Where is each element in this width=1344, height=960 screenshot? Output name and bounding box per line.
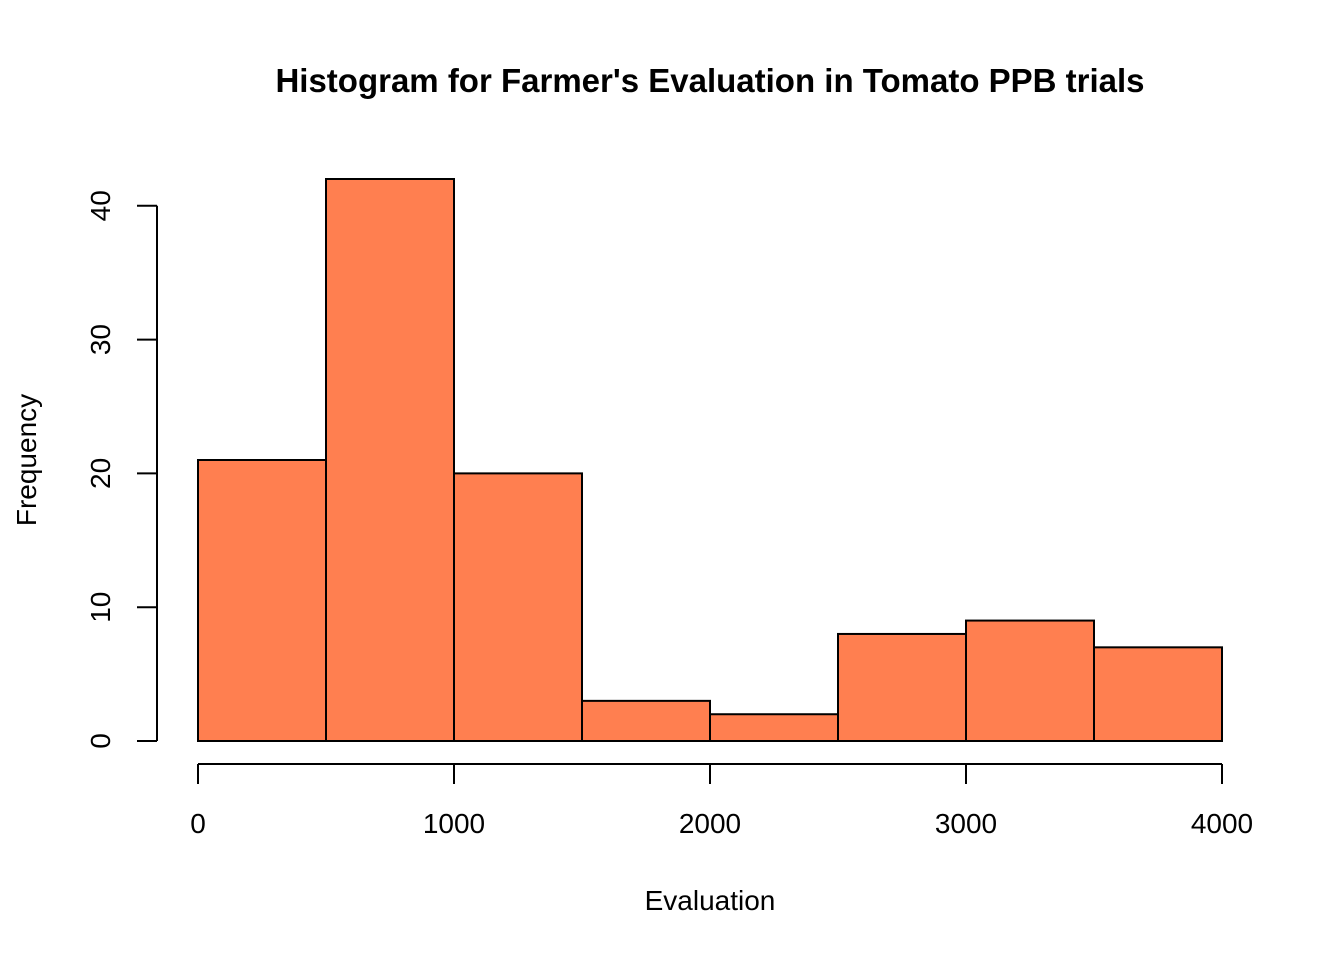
y-tick-label: 30 (85, 324, 116, 355)
y-axis-label: Frequency (11, 394, 42, 526)
histogram-bar (965, 619, 1095, 742)
x-tick-label: 2000 (679, 808, 741, 839)
x-tick-label: 4000 (1191, 808, 1253, 839)
histogram-bar (837, 632, 967, 743)
y-tick-label: 10 (85, 592, 116, 623)
histogram-bar (325, 178, 455, 742)
x-axis-label: Evaluation (645, 885, 776, 916)
y-tick-label: 20 (85, 458, 116, 489)
x-tick-label: 3000 (935, 808, 997, 839)
chart-title: Histogram for Farmer's Evaluation in Tom… (275, 62, 1144, 99)
y-axis: 0 10 20 30 40 (85, 190, 158, 749)
x-tick-label: 1000 (423, 808, 485, 839)
histogram-bar (453, 472, 583, 742)
x-tick-label: 0 (190, 808, 206, 839)
histogram-bar (197, 459, 327, 742)
bars-group (197, 178, 1223, 743)
y-tick-label: 40 (85, 190, 116, 221)
histogram-bar (581, 699, 711, 742)
x-axis: 0 1000 2000 3000 4000 (190, 763, 1253, 839)
histogram-bar (709, 713, 839, 743)
histogram-bar (1093, 646, 1223, 742)
y-tick-label: 0 (85, 733, 116, 749)
